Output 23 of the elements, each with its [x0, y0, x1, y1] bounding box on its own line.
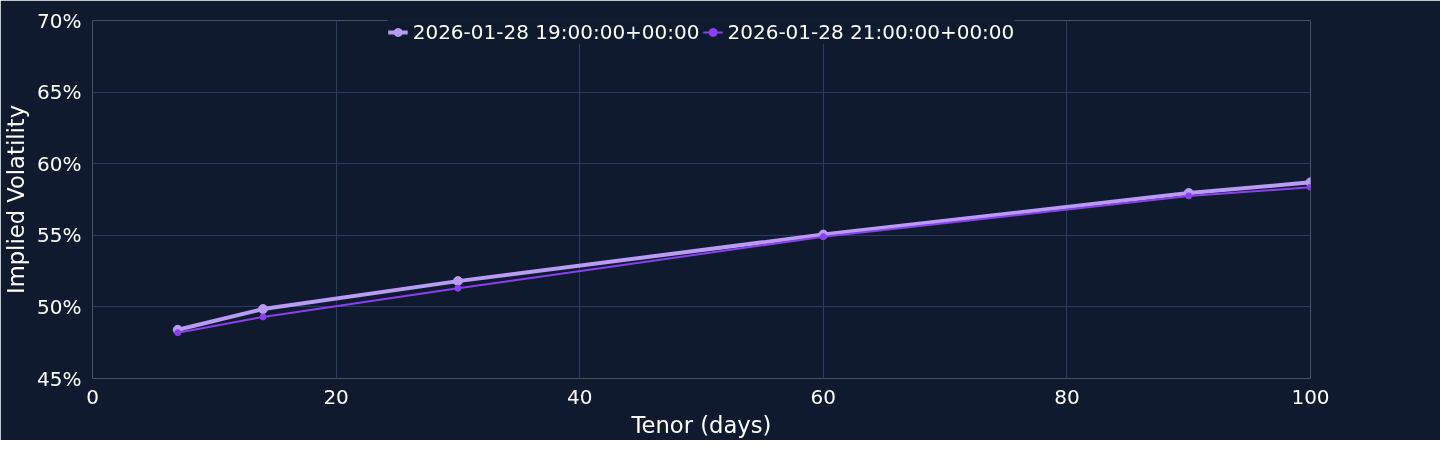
x-tick-label: 40 — [566, 384, 593, 409]
point — [819, 233, 827, 241]
y-tick-label: 50% — [37, 294, 82, 319]
x-tick-label: 100 — [1291, 384, 1330, 409]
x-tick-label: 60 — [810, 384, 837, 409]
y-tick-label: 60% — [37, 151, 82, 176]
x-axis-title: Tenor (days) — [630, 411, 772, 438]
y-axis-title: Implied Volatility — [3, 104, 30, 295]
x-tick-label: 80 — [1054, 384, 1080, 409]
legend-label: 2026-01-28 19:00:00+00:00 — [412, 20, 700, 44]
y-tick-label: 65% — [37, 80, 82, 105]
point — [1185, 192, 1193, 200]
point — [258, 304, 269, 315]
y-tick-label: 55% — [37, 223, 82, 248]
point — [259, 313, 267, 321]
legend-label: 2026-01-28 21:00:00+00:00 — [727, 20, 1015, 44]
x-tick-label: 0 — [86, 384, 99, 409]
point — [454, 284, 462, 292]
y-tick-label: 45% — [37, 366, 82, 391]
point — [174, 329, 182, 337]
y-tick-label: 70% — [37, 8, 82, 33]
point — [452, 276, 463, 287]
x-tick-label: 20 — [323, 384, 349, 409]
